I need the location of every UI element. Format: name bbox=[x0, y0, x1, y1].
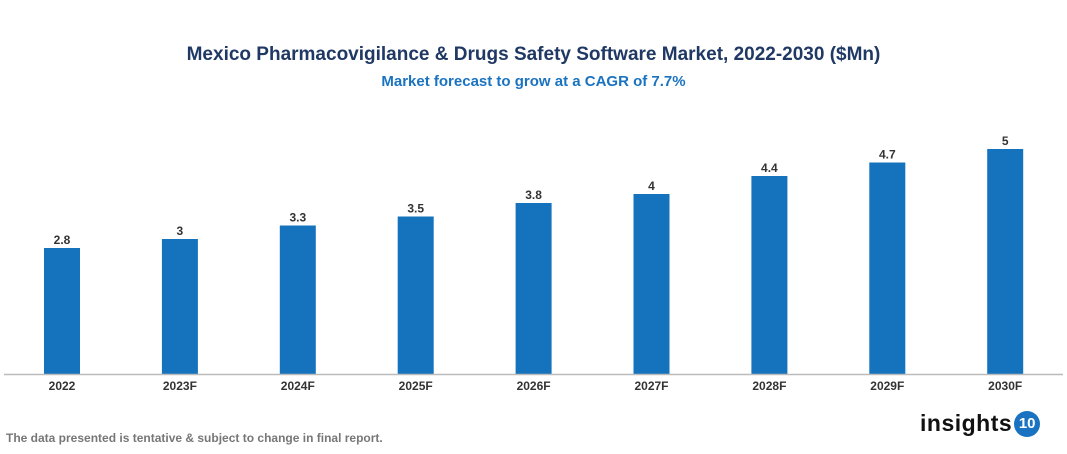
bar-2025F bbox=[397, 216, 434, 374]
bar-2026F bbox=[515, 203, 552, 374]
data-label: 5 bbox=[1002, 134, 1009, 148]
bar-2029F bbox=[869, 162, 906, 374]
x-tick-label: 2026F bbox=[517, 379, 551, 393]
data-label: 4.4 bbox=[761, 161, 778, 175]
chart-subtitle: Market forecast to grow at a CAGR of 7.7… bbox=[381, 73, 686, 90]
x-tick-label: 2028F bbox=[752, 379, 786, 393]
x-tick-label: 2025F bbox=[399, 379, 433, 393]
data-label: 3.5 bbox=[407, 202, 424, 216]
chart-title: Mexico Pharmacovigilance & Drugs Safety … bbox=[186, 44, 881, 65]
data-label: 2.8 bbox=[54, 233, 71, 247]
x-tick-label: 2024F bbox=[281, 379, 315, 393]
bar-2024F bbox=[279, 225, 316, 374]
bar-2030F bbox=[987, 149, 1024, 374]
bar-2023F bbox=[161, 239, 198, 374]
x-tick-label: 2027F bbox=[634, 379, 668, 393]
footnote: The data presented is tentative & subjec… bbox=[6, 431, 383, 445]
data-label: 3 bbox=[177, 224, 184, 238]
bar-2028F bbox=[751, 176, 788, 374]
x-tick-label: 2022 bbox=[49, 379, 76, 393]
bar-2022 bbox=[44, 248, 80, 374]
x-tick-label: 2030F bbox=[988, 379, 1022, 393]
data-label: 4.7 bbox=[879, 148, 896, 162]
data-label: 3.3 bbox=[289, 211, 306, 225]
data-label: 3.8 bbox=[525, 188, 542, 202]
logo-badge: 10 bbox=[1014, 410, 1041, 437]
x-tick-label: 2023F bbox=[163, 379, 197, 393]
bar-2027F bbox=[633, 194, 670, 374]
x-tick-label: 2029F bbox=[870, 379, 904, 393]
data-label: 4 bbox=[648, 179, 655, 193]
insights10-logo: insights 10 bbox=[920, 410, 1041, 437]
logo-text: insights bbox=[920, 410, 1013, 436]
